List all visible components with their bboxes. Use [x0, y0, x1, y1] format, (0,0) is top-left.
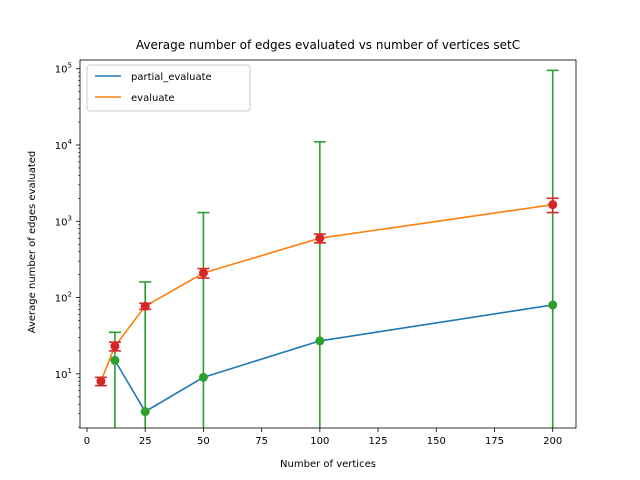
data-point-1-0	[96, 376, 106, 386]
data-point-1-4	[315, 233, 325, 243]
x-tick-label-4: 100	[310, 436, 329, 447]
x-tick-label-8: 200	[543, 436, 562, 447]
y-tick-label-3: 104	[55, 138, 73, 152]
y-axis-label: Average number of edges evaluated	[27, 151, 38, 334]
x-tick-label-5: 125	[369, 436, 388, 447]
legend-box	[86, 64, 251, 112]
x-tick-label-0: 0	[84, 436, 90, 447]
data-point-1-2	[140, 301, 150, 311]
x-tick-label-1: 25	[139, 436, 152, 447]
x-tick-label-6: 150	[427, 436, 446, 447]
series-line-1	[100, 203, 553, 382]
legend: partial_evaluate evaluate	[86, 64, 251, 112]
data-point-0-2	[198, 372, 208, 382]
x-tick-label-7: 175	[485, 436, 504, 447]
x-tick-label-3: 75	[255, 436, 268, 447]
x-tick-label-2: 50	[197, 436, 210, 447]
plot-area	[94, 69, 559, 428]
legend-label-partial-evaluate: partial_evaluate	[131, 72, 212, 83]
data-point-1-1	[110, 341, 120, 351]
y-tick-label-0: 101	[55, 367, 72, 381]
data-point-0-3	[315, 336, 325, 346]
data-point-1-3	[198, 268, 208, 278]
data-point-0-1	[140, 407, 150, 417]
data-point-0-0	[110, 355, 120, 365]
legend-label-evaluate: evaluate	[131, 93, 175, 104]
plot-content	[94, 69, 559, 428]
y-tick-label-1: 102	[55, 291, 72, 305]
x-axis-label: Number of vertices	[280, 459, 376, 470]
data-point-0-4	[548, 300, 558, 310]
y-tick-label-2: 103	[55, 214, 72, 228]
axes: 0 25 50 75 100 125 150 175 200 101 102 103 104 105	[55, 59, 577, 447]
chart-title: Average number of edges evaluated vs num…	[136, 38, 520, 52]
data-point-1-5	[548, 200, 558, 210]
y-tick-label-4: 105	[55, 62, 72, 76]
